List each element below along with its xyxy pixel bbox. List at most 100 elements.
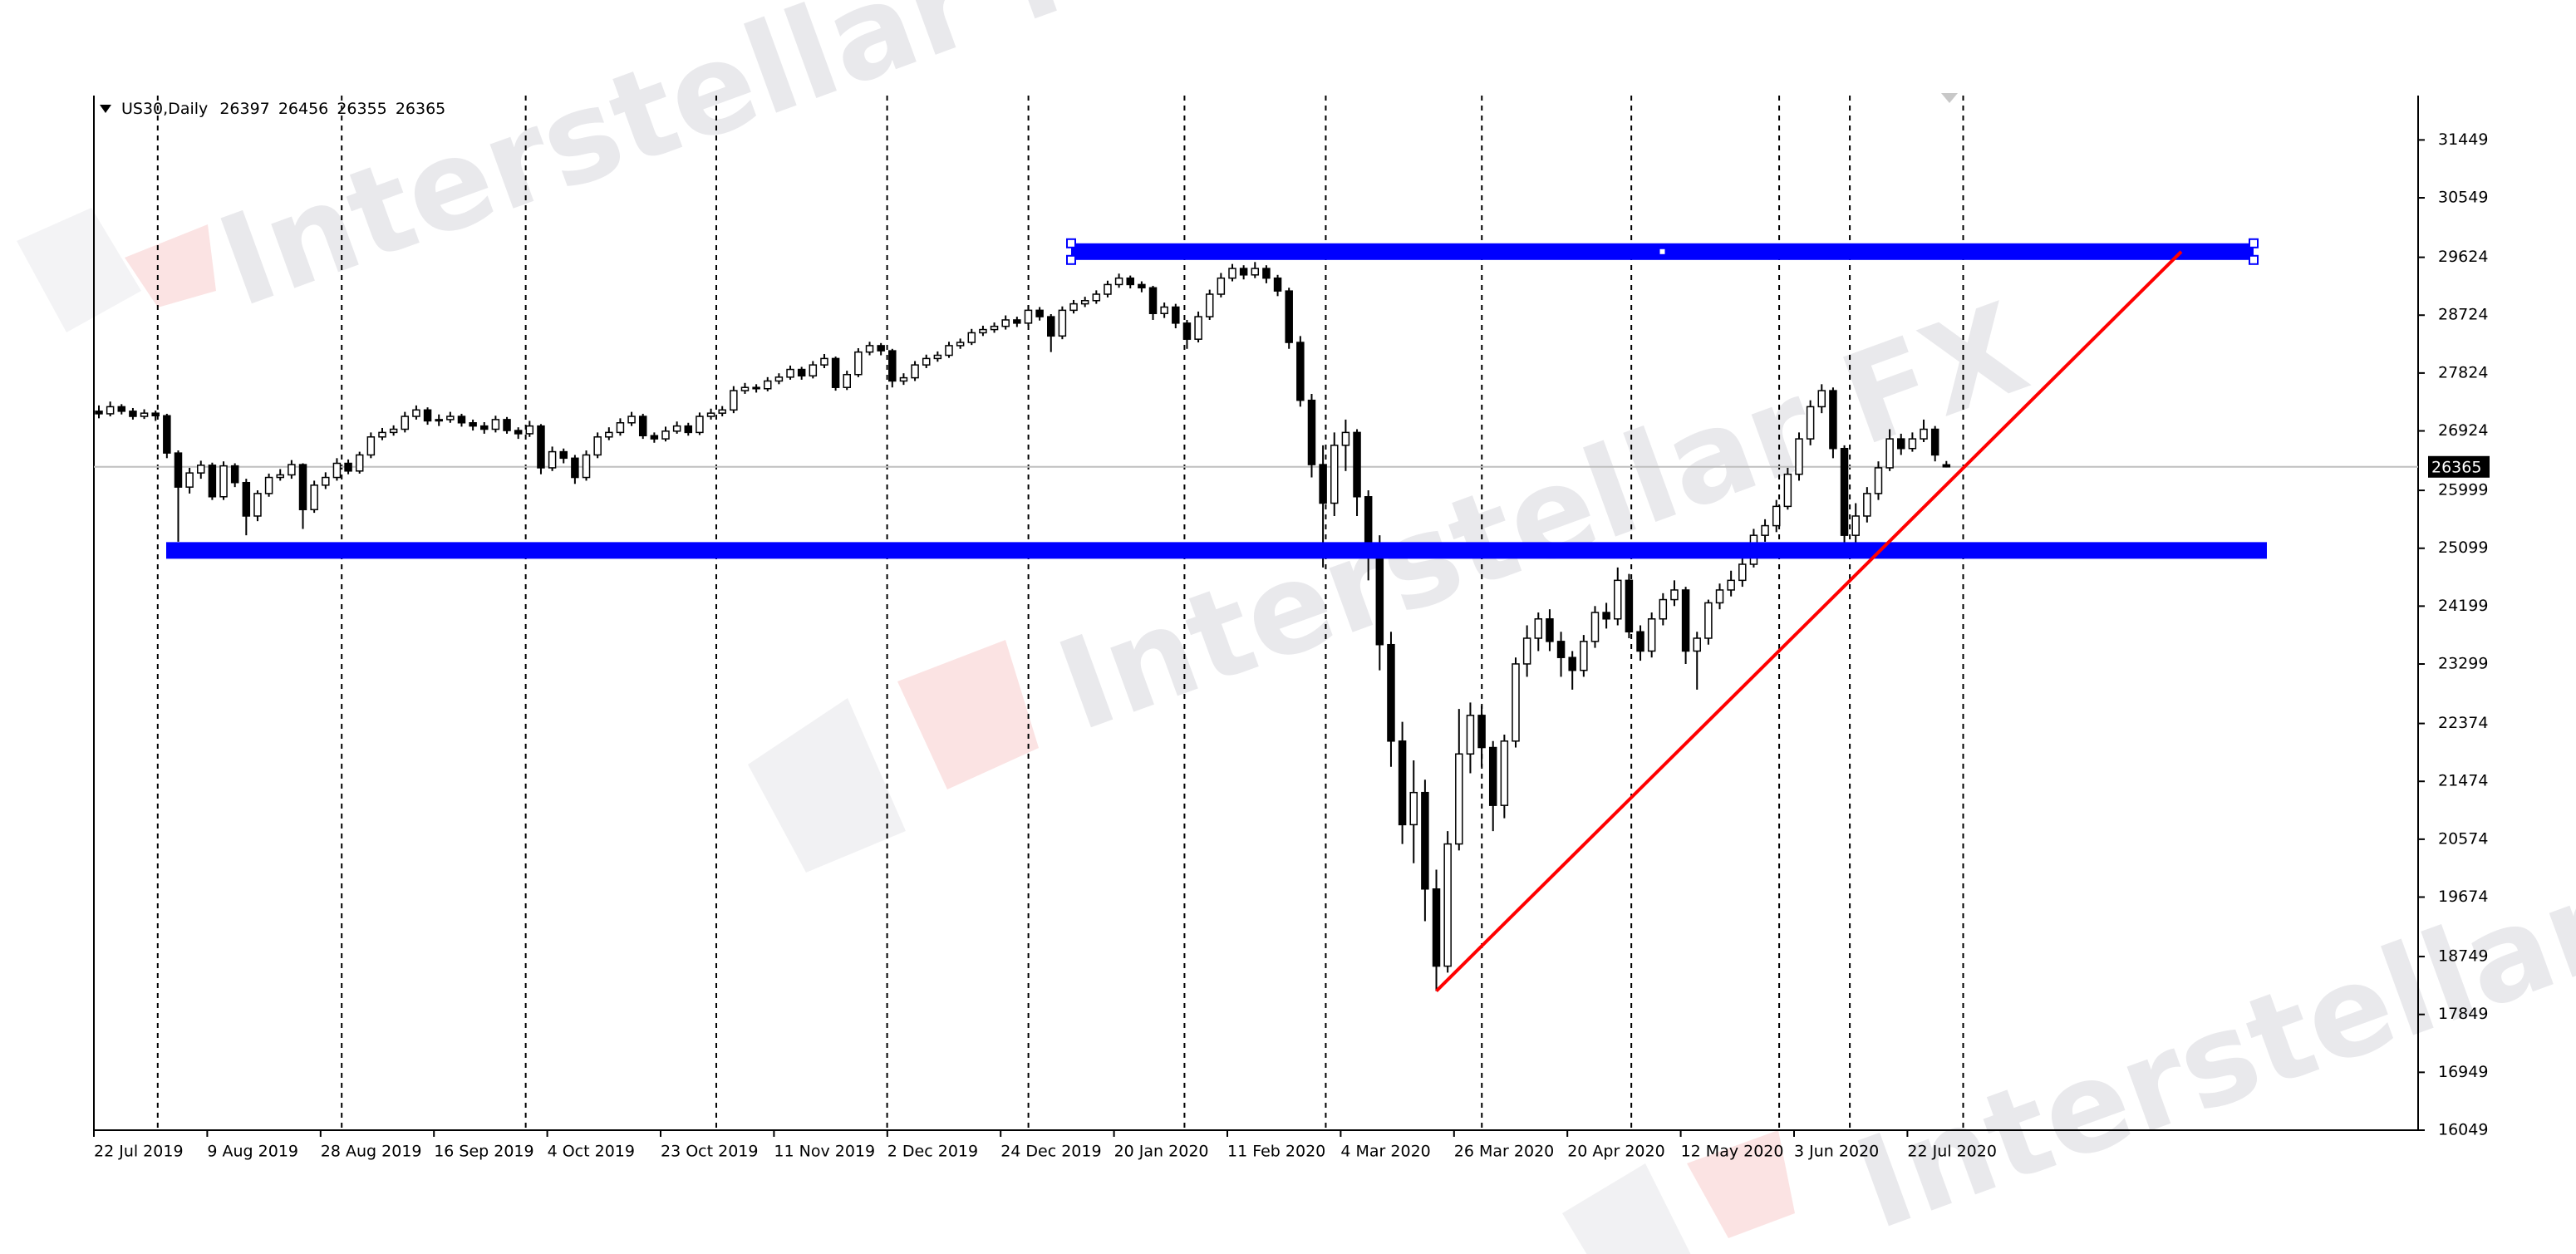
candle-body — [1829, 390, 1837, 450]
watermark-logo — [17, 208, 216, 332]
candle-body — [638, 416, 647, 436]
candle-body — [548, 450, 557, 469]
candle-body — [355, 454, 364, 472]
x-tick-label: 2 Dec 2019 — [887, 1143, 978, 1161]
y-tick-label: 27824 — [2438, 363, 2488, 381]
candle-body — [1636, 631, 1644, 652]
candle-body — [1874, 467, 1883, 494]
candle-body — [480, 425, 489, 430]
candle-body — [865, 345, 874, 353]
candle-body — [1421, 791, 1429, 890]
candle-body — [366, 436, 376, 456]
x-tick-label: 11 Feb 2020 — [1227, 1143, 1325, 1161]
y-tick-label: 17849 — [2438, 1005, 2488, 1023]
logo-shape — [1687, 1130, 1795, 1238]
y-tick-label: 28724 — [2438, 306, 2488, 324]
candle-body — [503, 419, 511, 431]
candle-body — [843, 373, 851, 388]
candle-body — [774, 376, 784, 382]
candle-body — [1262, 268, 1271, 279]
current-price-label: 26365 — [2431, 458, 2481, 476]
x-tick-label: 23 Oct 2019 — [661, 1143, 758, 1161]
candle-body — [1851, 515, 1860, 536]
current-price-box — [2428, 455, 2490, 478]
candle-body — [786, 368, 794, 378]
candle-body — [230, 465, 239, 484]
candle-body — [95, 411, 103, 415]
candle-body — [435, 419, 443, 422]
y-tick-label: 16049 — [2438, 1121, 2488, 1139]
candle-body — [1715, 589, 1724, 604]
candle-body — [1783, 473, 1792, 508]
candle-body — [264, 476, 273, 494]
candle-body — [1920, 428, 1928, 440]
x-tick-label: 3 Jun 2020 — [1794, 1143, 1879, 1161]
candle-body — [1330, 445, 1339, 504]
candle-body — [979, 328, 987, 334]
watermarks: Interstellar FX Interstellar FX Interste… — [17, 0, 2576, 1254]
period-separators — [156, 96, 1964, 1130]
logo-shape — [1562, 1163, 1691, 1254]
y-tick-label: 24199 — [2438, 597, 2488, 615]
trend-line — [1435, 250, 2183, 992]
candle-body — [1160, 306, 1168, 314]
candle-body — [537, 425, 545, 469]
candle-body — [1659, 598, 1668, 620]
candle-body — [129, 411, 137, 417]
candle-body — [718, 409, 726, 414]
candle-body — [1024, 309, 1033, 324]
candle-body — [661, 430, 670, 440]
candle-body — [1375, 547, 1384, 646]
candle-body — [1217, 277, 1226, 295]
candle-body — [1228, 268, 1236, 279]
candle-body — [1590, 612, 1600, 642]
candle-body — [1908, 438, 1917, 450]
candle-body — [1772, 505, 1781, 527]
candle-body — [1364, 496, 1373, 549]
candle-body — [332, 462, 342, 479]
candle-body — [1602, 612, 1610, 620]
high-value: 26456 — [278, 100, 328, 118]
candle-body — [389, 428, 398, 434]
candle-body — [797, 368, 806, 377]
candle-body — [1568, 657, 1576, 671]
candle-body — [605, 431, 613, 438]
candle-body — [1761, 524, 1769, 536]
close-value: 26365 — [396, 100, 445, 118]
candle-body — [1251, 268, 1260, 276]
menu-triangle — [100, 105, 111, 113]
candle-body — [956, 342, 965, 347]
candle-body — [1341, 431, 1350, 446]
candle-body — [1148, 287, 1158, 314]
candle-body — [185, 472, 194, 488]
candle-body — [1466, 715, 1475, 755]
x-tick-label: 22 Jul 2019 — [94, 1143, 184, 1161]
candle-body — [1409, 791, 1418, 826]
candle-body — [1817, 390, 1826, 408]
candle-body — [514, 430, 523, 435]
candle-body — [684, 425, 693, 434]
candle-body — [1455, 753, 1463, 845]
symbol-title: US30,Daily — [121, 100, 208, 118]
x-tick-label: 4 Mar 2020 — [1340, 1143, 1430, 1161]
candle-body — [412, 409, 420, 417]
candle-body — [1443, 843, 1452, 967]
candle-body — [174, 452, 183, 488]
logo-shape — [748, 698, 906, 873]
candle-body — [423, 409, 432, 422]
y-tick-label: 26924 — [2438, 421, 2488, 440]
candle-body — [1795, 438, 1803, 475]
candle-body — [854, 351, 863, 376]
candle-body — [1738, 563, 1747, 582]
candle-body — [1670, 589, 1679, 601]
candle-body — [322, 476, 330, 486]
candle-body — [1172, 306, 1180, 324]
candle-body — [1693, 637, 1701, 652]
candle-body — [469, 422, 477, 427]
candle-body — [967, 332, 976, 343]
watermark-logo — [748, 640, 1039, 873]
watermark-logo — [1562, 1130, 1795, 1254]
chart-header: US30,Daily 26397 26456 26355 26365 — [121, 100, 445, 118]
candle-body — [1897, 438, 1905, 450]
